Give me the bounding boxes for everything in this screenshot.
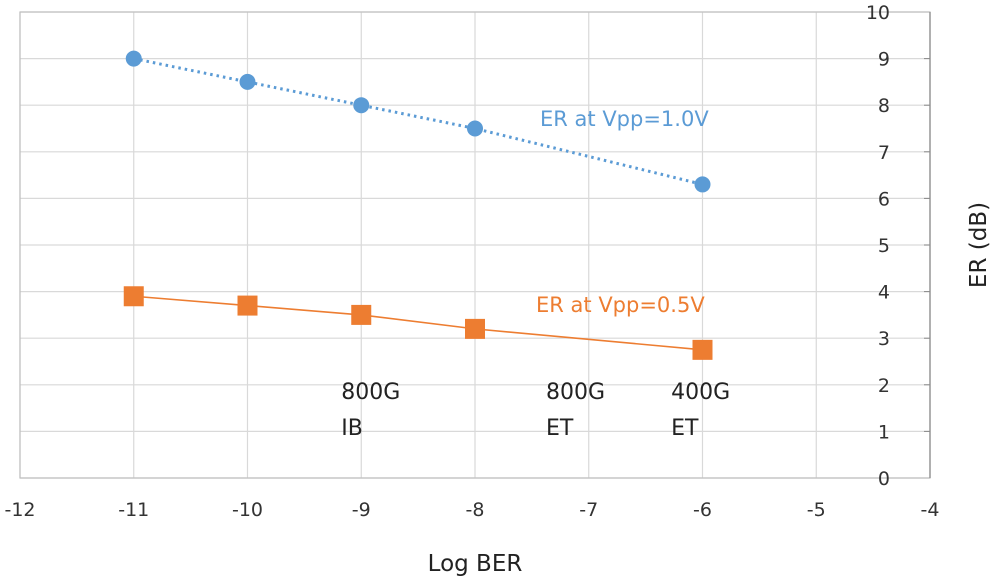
- series-label-2: ER at Vpp=0.5V: [536, 293, 705, 317]
- x-tick-label: -11: [118, 499, 149, 521]
- x-tick-label: -7: [579, 499, 598, 521]
- series-layer: [123, 50, 713, 360]
- annotation-text: 800G: [341, 380, 400, 405]
- data-point-circle: [239, 73, 256, 90]
- data-point-square: [465, 318, 485, 339]
- annotation-text: ET: [546, 416, 574, 441]
- y-tick-label: 0: [878, 468, 890, 490]
- data-point-circle: [467, 120, 483, 137]
- x-tick-label: -5: [807, 499, 826, 521]
- data-point-circle: [694, 176, 711, 193]
- y-tick-label: 2: [878, 375, 890, 397]
- y-tick-label: 4: [878, 282, 890, 304]
- annotation-text: 400G: [671, 380, 730, 405]
- annotation-text: IB: [341, 416, 363, 441]
- data-point-circle: [125, 50, 142, 67]
- x-tick-label: -6: [693, 499, 712, 521]
- series-label-1: ER at Vpp=1.0V: [540, 107, 709, 131]
- y-tick-label: 1: [878, 421, 890, 443]
- x-tick-label: -12: [4, 499, 35, 521]
- annotation-text: ET: [671, 416, 699, 441]
- y-tick-label: 3: [878, 328, 890, 350]
- y-tick-label: 10: [866, 2, 890, 24]
- data-point-square: [351, 304, 372, 325]
- data-point-circle: [353, 97, 370, 114]
- annotation-text: 800G: [546, 380, 605, 405]
- x-axis-title: Log BER: [428, 551, 523, 577]
- grid: [19, 11, 931, 479]
- x-tick-label: -10: [232, 499, 263, 521]
- y-tick-label: 5: [878, 235, 890, 257]
- data-point-square: [123, 286, 144, 307]
- y-axis-title: ER (dB): [966, 202, 992, 288]
- data-point-square: [237, 295, 258, 316]
- y-tick-label: 6: [878, 188, 890, 210]
- x-tick-label: -4: [921, 499, 940, 521]
- x-tick-label: -9: [352, 499, 371, 521]
- label-layer: -12 -11 -10 -9 -8 -7 -6 -5 -4 0 1 2 3 4 5 6 7 8 9 10 Log BER…: [4, 2, 992, 577]
- data-point-square: [692, 339, 713, 360]
- y-tick-label: 7: [878, 142, 890, 164]
- y-tick-label: 8: [878, 95, 890, 117]
- y-tick-label: 9: [878, 49, 890, 71]
- x-tick-label: -8: [466, 499, 485, 521]
- axes: [19, 11, 931, 479]
